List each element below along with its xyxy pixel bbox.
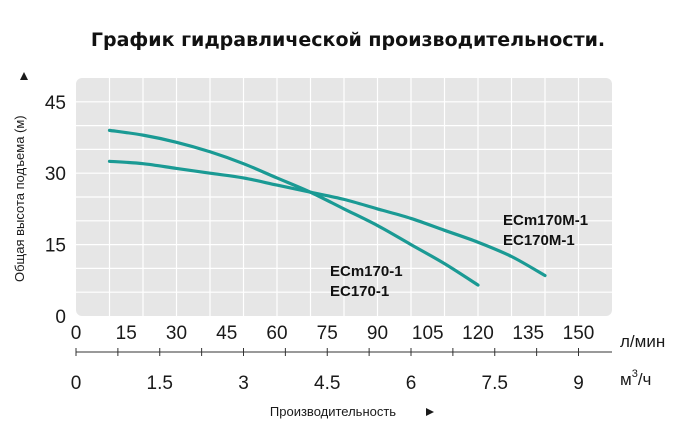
x-unit-secondary-base: м bbox=[620, 370, 632, 389]
x-tick-label-primary: 30 bbox=[166, 323, 187, 344]
x-tick-label-secondary: 3 bbox=[238, 373, 249, 394]
x-tick-label-primary: 90 bbox=[367, 323, 388, 344]
plot-area bbox=[76, 78, 612, 316]
x-tick-label-primary: 150 bbox=[563, 323, 595, 344]
x-tick-label-secondary: 6 bbox=[406, 373, 417, 394]
x-tick-label-primary: 60 bbox=[266, 323, 287, 344]
x-tick-label-secondary: 7.5 bbox=[482, 373, 508, 394]
x-tick-label-primary: 135 bbox=[512, 323, 544, 344]
x-axis-arrow-icon bbox=[426, 408, 434, 416]
x-axis-label: Производительность bbox=[270, 404, 396, 419]
x-unit-primary: л/мин bbox=[620, 332, 665, 351]
y-axis-label: Общая высота подъема (м) bbox=[12, 115, 27, 282]
x-tick-label-primary: 120 bbox=[462, 323, 494, 344]
x-tick-labels-secondary: 0 1.5 3 4.5 6 7.5 9 bbox=[71, 373, 584, 394]
x-tick-label-secondary: 1.5 bbox=[147, 373, 173, 394]
x-unit-secondary-sup: 3 bbox=[632, 368, 638, 380]
x-tick-label-primary: 105 bbox=[412, 323, 444, 344]
x-unit-secondary: м3/ч bbox=[620, 368, 651, 389]
x-tick-labels-primary: 0 15 30 45 60 75 90 105 120 135 150 bbox=[71, 323, 595, 344]
x-unit-secondary-tail: /ч bbox=[638, 370, 652, 389]
y-tick-label: 0 bbox=[55, 307, 66, 328]
series-label-2-line-2: EC170M-1 bbox=[503, 232, 575, 249]
x-tick-label-primary: 15 bbox=[116, 323, 137, 344]
x-tick-label-secondary: 0 bbox=[71, 373, 82, 394]
y-tick-labels: 0 15 30 45 bbox=[45, 93, 66, 328]
y-tick-label: 45 bbox=[45, 93, 66, 114]
series-label-1-line-2: EC170-1 bbox=[330, 283, 389, 300]
y-axis-arrow-icon bbox=[20, 72, 28, 80]
series-line-2 bbox=[107, 159, 547, 278]
x-tick-label-primary: 45 bbox=[216, 323, 237, 344]
secondary-axis-ticks bbox=[75, 348, 579, 356]
y-tick-label: 30 bbox=[45, 164, 66, 185]
series-label-1-line-1: ECm170-1 bbox=[330, 263, 403, 280]
chart-title: График гидравлической производительности… bbox=[91, 29, 605, 51]
y-tick-label: 15 bbox=[45, 236, 66, 257]
x-tick-label-secondary: 4.5 bbox=[314, 373, 340, 394]
series-group bbox=[107, 128, 547, 287]
x-tick-label-secondary: 9 bbox=[573, 373, 584, 394]
series-label-2-line-1: ECm170M-1 bbox=[503, 212, 588, 229]
x-tick-label-primary: 0 bbox=[71, 323, 82, 344]
x-tick-label-primary: 75 bbox=[317, 323, 338, 344]
series-line-1 bbox=[107, 128, 480, 287]
